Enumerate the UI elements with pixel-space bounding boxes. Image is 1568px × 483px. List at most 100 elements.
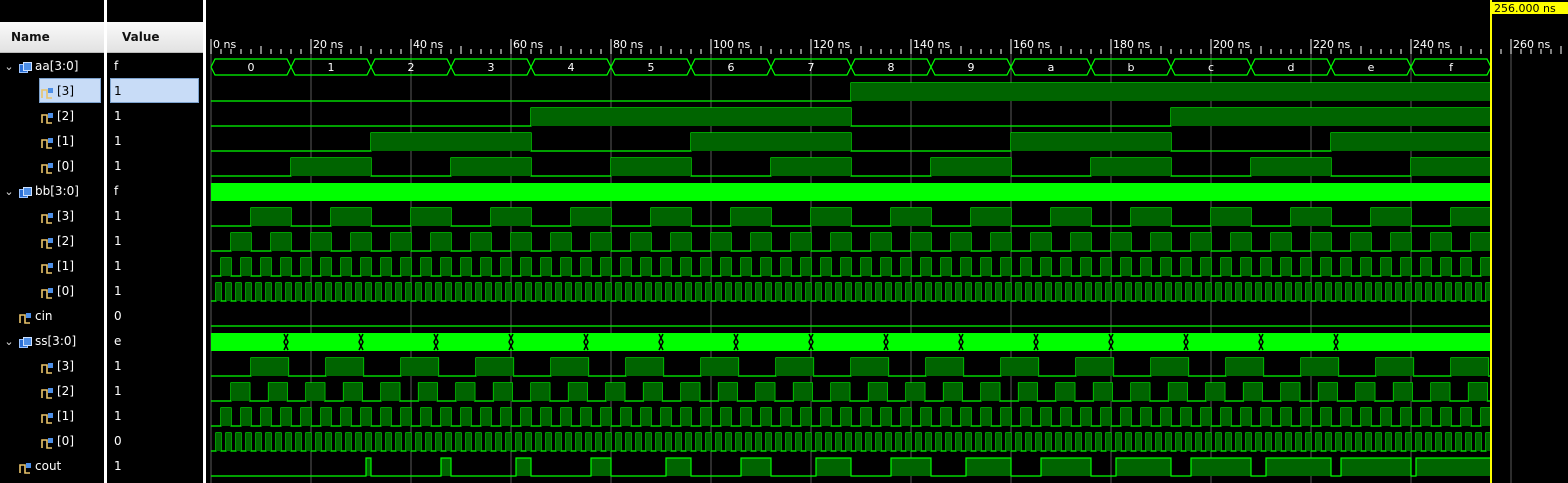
high-level-fill	[1136, 433, 1141, 451]
bit-signal-icon	[19, 460, 32, 474]
high-level-fill	[1426, 283, 1431, 301]
tick-label: 160 ns	[1013, 38, 1050, 51]
chevron-down-icon[interactable]: ⌄	[4, 60, 14, 73]
signal-name-row[interactable]: bb[3:0]	[35, 184, 79, 198]
high-level-fill	[306, 383, 325, 401]
high-level-fill	[801, 408, 811, 426]
waveform-canvas[interactable]: 0 ns 20 ns 40 ns 60 ns 80 ns 100 ns 120 ns 140 …	[206, 0, 1568, 483]
high-level-fill	[786, 433, 791, 451]
signal-name-row[interactable]: [0]	[57, 284, 74, 298]
high-level-fill	[821, 258, 831, 276]
high-level-fill	[701, 408, 711, 426]
high-level-fill	[596, 283, 601, 301]
high-level-fill	[1243, 383, 1263, 401]
high-level-fill	[366, 433, 371, 451]
high-level-fill	[1476, 433, 1481, 451]
signal-name-row[interactable]: [0]	[57, 159, 74, 173]
high-level-fill	[421, 258, 431, 276]
signal-name-row[interactable]: [2]	[57, 234, 74, 248]
bus-value-label: 4	[568, 61, 575, 74]
signal-name-row[interactable]: [1]	[57, 259, 74, 273]
high-level-fill	[726, 283, 731, 301]
high-level-fill	[643, 383, 663, 401]
high-level-fill	[1186, 433, 1191, 451]
high-level-fill	[1041, 408, 1051, 426]
high-level-fill	[621, 258, 631, 276]
dense-bus-block	[211, 183, 1491, 201]
high-level-fill	[451, 158, 531, 176]
high-level-fill	[301, 258, 311, 276]
high-level-fill	[1086, 283, 1091, 301]
high-level-fill	[1081, 258, 1091, 276]
tick-label: 260 ns	[1513, 38, 1550, 51]
signal-name-row[interactable]: aa[3:0]	[35, 59, 79, 73]
high-level-fill	[826, 433, 831, 451]
signal-name-row[interactable]: cout	[35, 459, 62, 473]
high-level-fill	[661, 258, 671, 276]
high-level-fill	[256, 433, 261, 451]
high-level-fill	[441, 408, 451, 426]
high-level-fill	[1076, 283, 1081, 301]
high-level-fill	[1376, 433, 1381, 451]
high-level-fill	[736, 433, 741, 451]
high-level-fill	[1226, 358, 1264, 376]
high-level-fill	[926, 433, 931, 451]
high-level-fill	[316, 433, 321, 451]
high-level-fill	[1306, 433, 1311, 451]
high-level-fill	[246, 283, 251, 301]
high-level-fill	[1321, 258, 1331, 276]
signal-name-row[interactable]: cin	[35, 309, 53, 323]
high-level-fill	[226, 433, 231, 451]
high-level-fill	[1181, 408, 1191, 426]
signal-name-row[interactable]: [0]	[57, 434, 74, 448]
chevron-down-icon[interactable]: ⌄	[4, 335, 14, 348]
high-level-fill	[1456, 433, 1461, 451]
signal-name-row[interactable]: ss[3:0]	[35, 334, 77, 348]
signal-name-row[interactable]: [1]	[57, 409, 74, 423]
signal-name-row[interactable]: [2]	[57, 384, 74, 398]
high-level-fill	[1156, 433, 1161, 451]
bus-transition-marker	[1183, 333, 1189, 351]
high-level-fill	[1166, 433, 1171, 451]
high-level-fill	[1226, 283, 1231, 301]
high-level-fill	[991, 233, 1011, 251]
high-level-fill	[326, 433, 331, 451]
high-level-fill	[1411, 158, 1491, 176]
high-level-fill	[686, 433, 691, 451]
high-level-fill	[906, 383, 925, 401]
high-level-fill	[1486, 433, 1491, 451]
high-level-fill	[266, 433, 271, 451]
high-level-fill	[306, 433, 311, 451]
column-separator[interactable]	[203, 0, 206, 483]
high-level-fill	[341, 258, 351, 276]
high-level-fill	[1446, 433, 1451, 451]
value-column-header[interactable]: Value	[107, 22, 203, 53]
bus-value-label: 8	[888, 61, 895, 74]
high-level-fill	[371, 133, 531, 151]
high-level-fill	[1336, 283, 1341, 301]
name-column-header[interactable]: Name	[0, 22, 104, 53]
high-level-fill	[226, 283, 231, 301]
bit-signal-icon	[41, 160, 54, 174]
chevron-down-icon[interactable]: ⌄	[4, 185, 14, 198]
signal-name-row[interactable]: [3]	[57, 359, 74, 373]
signal-name-row[interactable]: [3]	[57, 209, 74, 223]
high-level-fill	[1441, 408, 1451, 426]
signal-name-row[interactable]: [3]	[57, 84, 74, 98]
high-level-fill	[431, 233, 451, 251]
signal-name-row[interactable]: [1]	[57, 134, 74, 148]
tick-label: 180 ns	[1113, 38, 1150, 51]
signal-name-row[interactable]: [2]	[57, 109, 74, 123]
high-level-fill	[666, 283, 671, 301]
high-level-fill	[336, 433, 341, 451]
tick-label: 20 ns	[313, 38, 343, 51]
high-level-fill	[756, 283, 761, 301]
high-level-fill	[816, 433, 821, 451]
high-level-fill	[701, 258, 711, 276]
bus-transition-marker	[358, 333, 364, 351]
column-separator[interactable]	[104, 0, 107, 483]
high-level-fill	[516, 283, 521, 301]
high-level-fill	[1211, 208, 1251, 226]
signal-value: 1	[114, 209, 122, 223]
high-level-fill	[856, 283, 861, 301]
